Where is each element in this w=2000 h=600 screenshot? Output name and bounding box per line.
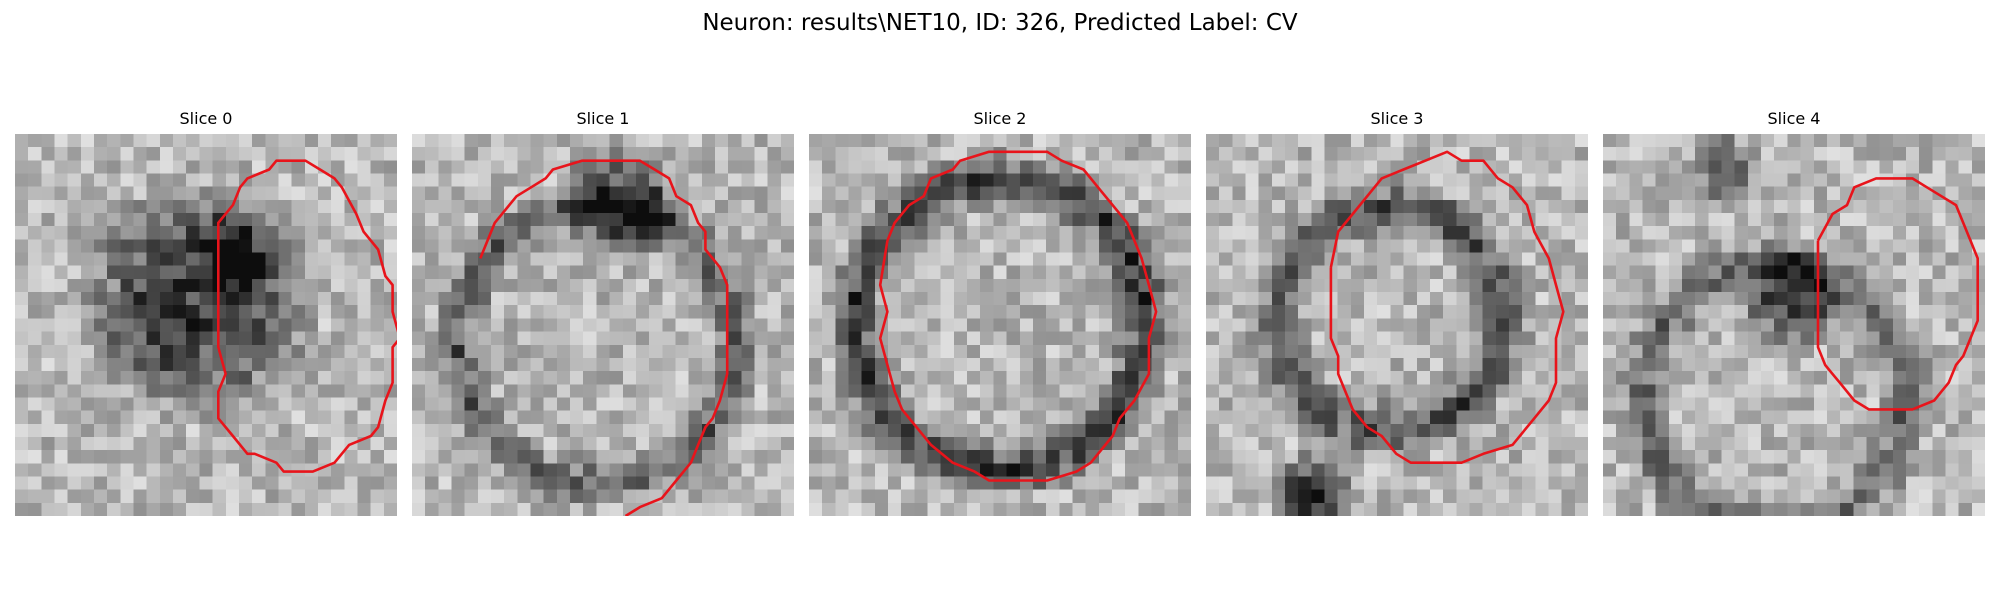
segmentation-contour (1329, 150, 1565, 465)
figure-title: Neuron: results\NET10, ID: 326, Predicte… (702, 10, 1298, 36)
slice-image (15, 134, 397, 516)
pixel-grid (809, 134, 1191, 516)
slice-image (412, 134, 794, 516)
slice-title: Slice 4 (1767, 109, 1821, 128)
pixel-grid (1603, 134, 1985, 516)
slice-image (1206, 134, 1588, 516)
slice-panel-1: Slice 1 (412, 106, 794, 516)
segmentation-contour (1816, 177, 1980, 411)
slice-image (809, 134, 1191, 516)
slice-title: Slice 2 (973, 109, 1027, 128)
slice-image (1603, 134, 1985, 516)
pixel-grid (412, 134, 794, 516)
slice-title: Slice 0 (179, 109, 233, 128)
slice-panel-4: Slice 4 (1603, 106, 1985, 516)
slice-title: Slice 1 (576, 109, 630, 128)
segmentation-contour (217, 159, 397, 473)
segmentation-contour (878, 150, 1158, 482)
pixel-grid (1206, 134, 1588, 516)
slice-panel-3: Slice 3 (1206, 106, 1588, 516)
slice-title: Slice 3 (1370, 109, 1424, 128)
segmentation-contour (479, 159, 729, 516)
pixel-grid (15, 134, 397, 516)
slice-panel-2: Slice 2 (809, 106, 1191, 516)
slice-panel-0: Slice 0 (15, 106, 397, 516)
